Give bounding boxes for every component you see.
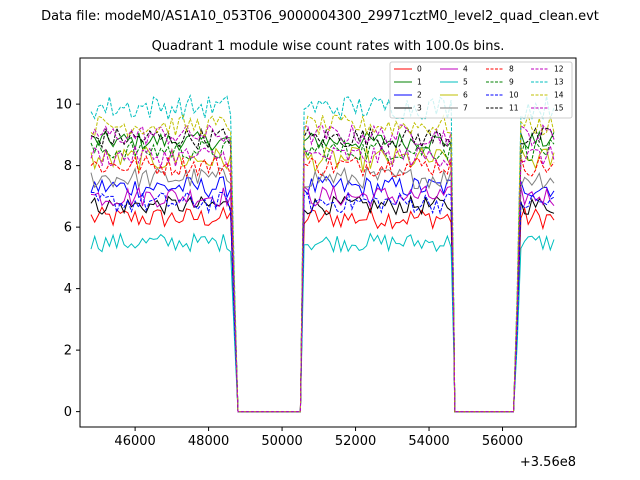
- legend-label-7: 7: [463, 104, 468, 113]
- legend-label-11: 11: [509, 104, 519, 113]
- y-tick-label: 2: [64, 344, 72, 359]
- legend-label-13: 13: [554, 78, 564, 87]
- legend-label-2: 2: [417, 91, 422, 100]
- legend-label-9: 9: [509, 78, 514, 87]
- legend-label-12: 12: [554, 65, 564, 74]
- legend-label-8: 8: [509, 65, 514, 74]
- legend-label-10: 10: [509, 91, 519, 100]
- x-tick-label: 50000: [261, 434, 302, 449]
- legend-frame: [389, 61, 573, 119]
- x-tick-label: 56000: [482, 434, 523, 449]
- legend-label-4: 4: [463, 65, 468, 74]
- legend-label-6: 6: [463, 91, 468, 100]
- legend-label-14: 14: [554, 91, 564, 100]
- series-line-11: [90, 126, 555, 413]
- chart-title: Quadrant 1 module wise count rates with …: [152, 39, 505, 54]
- series-line-8: [90, 155, 555, 413]
- x-tick-label: 54000: [408, 434, 449, 449]
- y-tick-label: 8: [64, 159, 72, 174]
- y-axis: 0 2 4 6 8 10: [55, 98, 80, 420]
- y-tick-label: 6: [64, 221, 72, 236]
- y-tick-label: 4: [64, 282, 72, 297]
- y-tick-label: 10: [55, 98, 72, 113]
- x-tick-label: 46000: [114, 434, 155, 449]
- x-offset-label: +3.56e8: [520, 455, 576, 470]
- series-line-9: [90, 138, 555, 413]
- legend-label-15: 15: [554, 104, 564, 113]
- x-tick-label: 48000: [188, 434, 229, 449]
- legend-label-3: 3: [417, 104, 422, 113]
- legend-label-5: 5: [463, 78, 468, 87]
- x-tick-label: 52000: [335, 434, 376, 449]
- x-axis: 46000 48000 50000 52000 54000 56000: [114, 427, 523, 449]
- y-tick-label: 0: [64, 405, 72, 420]
- legend-label-0: 0: [417, 65, 422, 74]
- plot-frame: [79, 57, 577, 428]
- series-line-15: [90, 143, 555, 413]
- plot-lines: [90, 93, 555, 413]
- legend-label-1: 1: [417, 78, 422, 87]
- datafile-caption: Data file: modeM0/AS1A10_053T06_90000043…: [41, 9, 599, 24]
